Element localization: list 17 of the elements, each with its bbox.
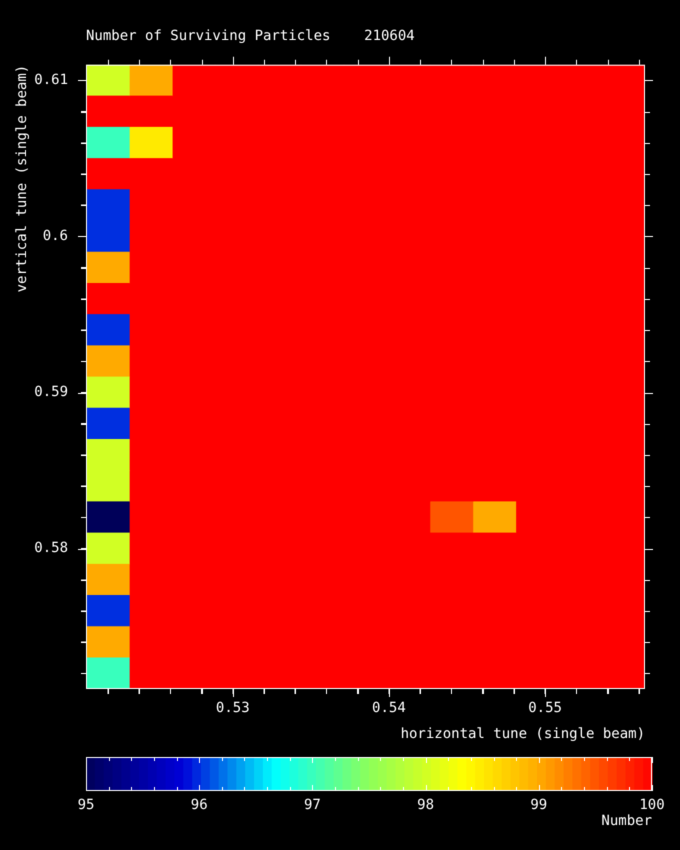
x-tick-label: 0.53: [216, 700, 250, 716]
chart-title: Number of Surviving Particles 210604: [86, 28, 415, 44]
color-bar-label: 97: [304, 797, 321, 814]
x-tick-label: 0.54: [372, 700, 406, 716]
color-bar-title: Number: [601, 813, 652, 830]
y-tick-label: 0.59: [34, 384, 68, 400]
y-axis-title: vertical tune (single beam): [14, 64, 30, 292]
y-tick-label: 0.58: [34, 540, 68, 556]
x-tick-label: 0.55: [528, 700, 562, 716]
color-bar-label: 96: [190, 797, 208, 814]
color-bar-label: 99: [530, 797, 548, 814]
color-bar-label: 95: [78, 797, 94, 814]
color-bar-label: 98: [417, 797, 434, 814]
y-tick-label: 0.61: [34, 72, 68, 88]
x-axis-title: horizontal tune (single beam): [400, 726, 645, 742]
y-tick-label: 0.6: [42, 228, 68, 244]
color-bar-label: 100: [639, 797, 665, 814]
